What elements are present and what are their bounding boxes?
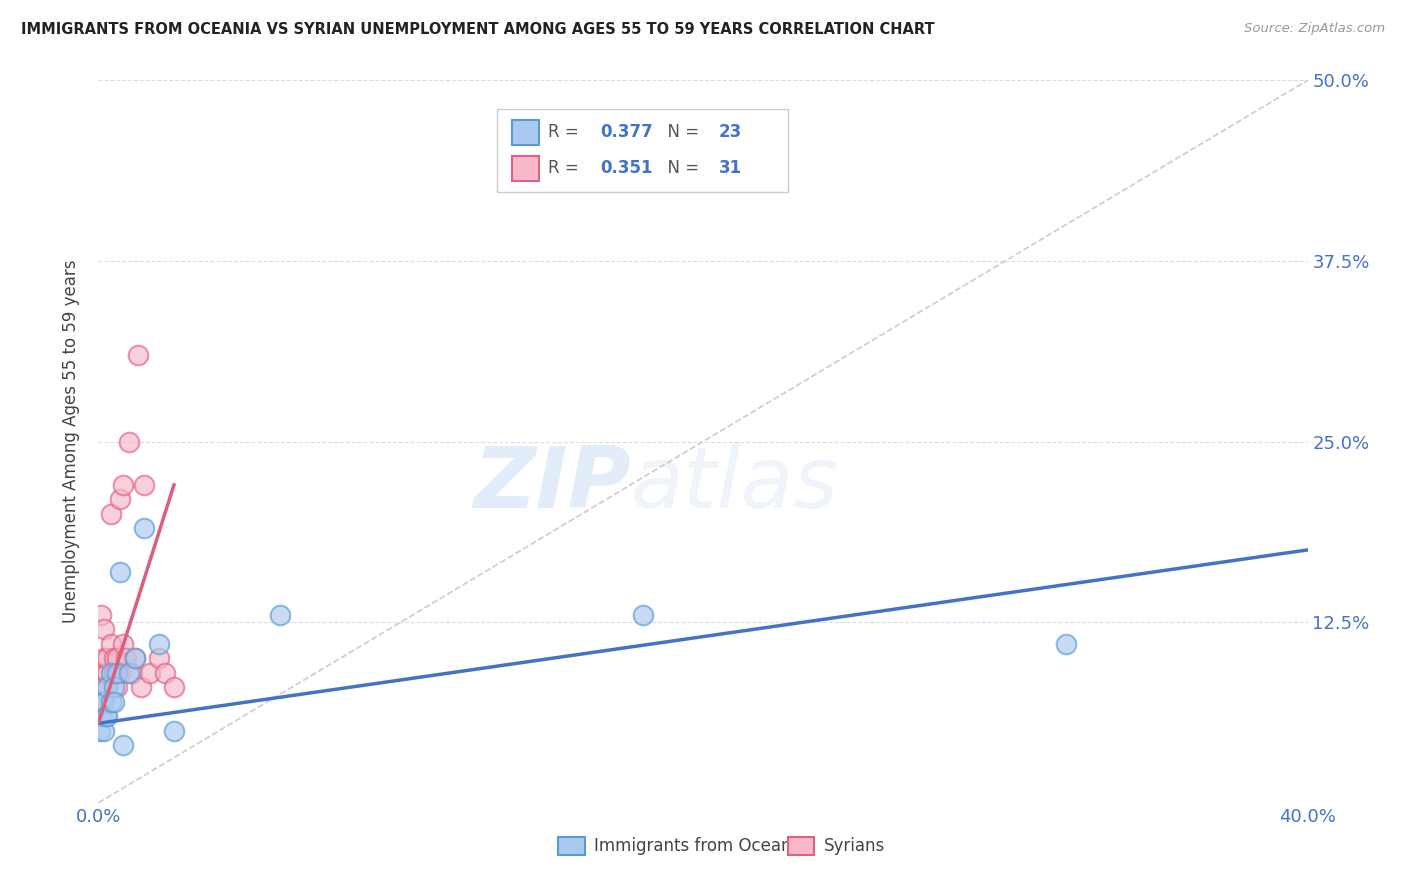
Point: [89, 695, 111, 709]
Point: [105, 665, 128, 680]
Point: [114, 651, 136, 665]
Point: [124, 651, 146, 665]
Point: [148, 651, 170, 665]
Point: [100, 695, 122, 709]
Text: 0.377: 0.377: [600, 123, 652, 141]
Point: [108, 665, 131, 680]
Point: [89, 709, 111, 723]
Point: [93, 651, 115, 665]
Text: Immigrants from Oceania: Immigrants from Oceania: [595, 838, 807, 855]
Point: [269, 607, 291, 622]
Point: [91, 665, 114, 680]
Point: [153, 665, 176, 680]
Text: 31: 31: [718, 160, 742, 178]
Text: ZIP: ZIP: [472, 443, 630, 526]
Point: [121, 665, 143, 680]
Point: [100, 637, 122, 651]
Text: N =: N =: [657, 160, 704, 178]
Point: [89, 723, 111, 738]
Point: [129, 680, 152, 694]
Point: [111, 478, 134, 492]
Point: [103, 651, 125, 665]
Point: [139, 665, 162, 680]
Text: atlas: atlas: [630, 443, 838, 526]
Point: [96, 651, 118, 665]
Point: [103, 665, 125, 680]
Point: [103, 695, 125, 709]
Point: [163, 680, 186, 694]
Y-axis label: Unemployment Among Ages 55 to 59 years: Unemployment Among Ages 55 to 59 years: [62, 260, 80, 624]
Text: IMMIGRANTS FROM OCEANIA VS SYRIAN UNEMPLOYMENT AMONG AGES 55 TO 59 YEARS CORRELA: IMMIGRANTS FROM OCEANIA VS SYRIAN UNEMPL…: [21, 22, 935, 37]
Bar: [787, 837, 814, 855]
Point: [96, 680, 118, 694]
Point: [108, 492, 131, 507]
Text: R =: R =: [548, 123, 585, 141]
Point: [127, 348, 149, 362]
Point: [91, 695, 114, 709]
Point: [93, 723, 115, 738]
Text: R =: R =: [548, 160, 585, 178]
Text: N =: N =: [657, 123, 704, 141]
Point: [105, 651, 128, 665]
Text: 23: 23: [718, 123, 742, 141]
Text: 0.351: 0.351: [600, 160, 652, 178]
Point: [103, 680, 125, 694]
Point: [132, 478, 155, 492]
Point: [93, 623, 115, 637]
Point: [100, 507, 122, 521]
Point: [124, 651, 146, 665]
Point: [108, 565, 131, 579]
Text: Syrians: Syrians: [824, 838, 886, 855]
Point: [111, 738, 134, 752]
Bar: [512, 156, 538, 181]
Point: [631, 607, 654, 622]
Bar: [558, 837, 585, 855]
Point: [96, 665, 118, 680]
Point: [90, 607, 112, 622]
Bar: [512, 120, 538, 145]
Text: Source: ZipAtlas.com: Source: ZipAtlas.com: [1244, 22, 1385, 36]
Point: [100, 665, 122, 680]
Point: [118, 434, 141, 449]
Point: [94, 709, 117, 723]
Point: [1054, 637, 1077, 651]
Point: [90, 680, 112, 694]
FancyBboxPatch shape: [498, 109, 787, 193]
Point: [93, 695, 115, 709]
Point: [111, 637, 134, 651]
Point: [90, 709, 112, 723]
Point: [96, 709, 118, 723]
Point: [163, 723, 186, 738]
Point: [132, 521, 155, 535]
Point: [148, 637, 170, 651]
Point: [118, 665, 141, 680]
Point: [93, 680, 115, 694]
Point: [105, 680, 128, 694]
